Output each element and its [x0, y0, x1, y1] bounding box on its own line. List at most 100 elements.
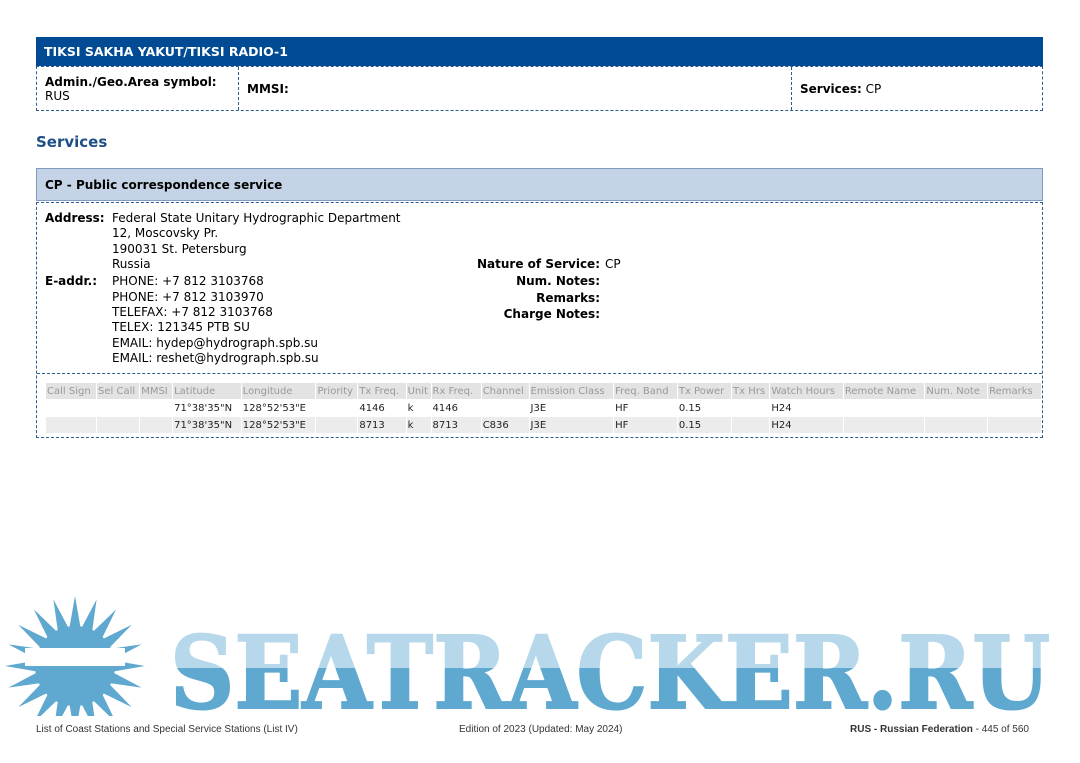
service-title: CP - Public correspondence service: [36, 168, 1043, 201]
table-cell: J3E: [529, 417, 614, 433]
eaddr-label: E-addr.:: [45, 274, 98, 288]
table-cell: 71°38'35"N: [173, 417, 241, 433]
table-cell: [97, 417, 140, 433]
address-label: Address:: [45, 211, 105, 225]
table-cell: [732, 417, 770, 433]
admin-value: RUS: [45, 88, 70, 103]
table-row: 71°38'35"N 128°52'53"E 4146 k 4146 J3E HF 0.15 H…: [46, 400, 1041, 416]
frequency-table: Call Sign Sel Call MMSI Latitude Longitude Pr…: [45, 382, 1042, 434]
sun-ray: [53, 599, 69, 633]
table-cell: 4146: [359, 402, 385, 414]
eaddr-line: EMAIL: reshet@hydrograph.spb.su: [112, 351, 319, 365]
nature-label: Nature of Service:: [477, 257, 600, 271]
table-cell: 0.15: [677, 417, 732, 433]
sun-ray: [108, 672, 142, 688]
seatracker-watermark: SEATRACKER.RU: [5, 596, 1070, 716]
sun-ray: [81, 599, 97, 633]
footer-left: List of Coast Stations and Special Servi…: [36, 724, 298, 735]
column-header: Num. Note: [925, 383, 988, 399]
remarks-label: Remarks:: [536, 291, 600, 305]
table-cell: k: [407, 402, 414, 414]
table-cell: 0.15: [678, 402, 702, 414]
footer-page: - 445 of 560: [972, 724, 1029, 735]
column-header: Tx Hrs: [732, 383, 770, 399]
footer-center: Edition of 2023 (Updated: May 2024): [459, 724, 623, 735]
mmsi-cell: MMSI:: [239, 67, 792, 110]
column-header: Rx Freq.: [431, 383, 481, 399]
column-header: MMSI: [140, 383, 173, 399]
sun-ray: [18, 624, 48, 649]
admin-cell: Admin./Geo.Area symbol: RUS: [37, 67, 239, 110]
column-header: Remote Name: [843, 383, 925, 399]
table-cell: HF: [614, 417, 677, 433]
column-header: Emission Class: [529, 383, 614, 399]
footer-country: RUS - Russian Federation: [850, 724, 973, 735]
services-label: Services:: [800, 81, 862, 96]
table-cell: [988, 400, 1041, 416]
column-header: Latitude: [173, 383, 241, 399]
table-cell: [97, 400, 139, 416]
services-heading: Services: [36, 133, 108, 151]
table-cell: [46, 400, 96, 416]
column-header: Call Sign: [46, 383, 97, 399]
table-cell: [140, 400, 172, 416]
eaddr-line: EMAIL: hydep@hydrograph.spb.su: [112, 336, 318, 350]
table-cell: [843, 417, 925, 433]
footer-right: RUS - Russian Federation - 445 of 560: [850, 724, 1029, 735]
table-cell: 71°38'35"N: [174, 402, 233, 414]
sun-ray: [8, 672, 42, 688]
table-cell: k: [406, 417, 431, 433]
table-cell: [925, 417, 988, 433]
address-line: 12, Moscovsky Pr.: [112, 226, 219, 240]
sun-ray: [69, 596, 81, 629]
eaddr-line: TELEX: 121345 PTB SU: [112, 320, 250, 334]
table-cell: [316, 400, 357, 416]
admin-label: Admin./Geo.Area symbol:: [45, 74, 217, 89]
services-value: CP: [865, 81, 882, 96]
table-cell: [140, 417, 173, 433]
address-line: Russia: [112, 257, 151, 271]
table-cell: 8713: [431, 417, 481, 433]
sun-logo-icon: [5, 596, 145, 716]
sun-ray: [69, 703, 81, 716]
sun-ray: [92, 609, 117, 639]
table-cell: [46, 417, 97, 433]
table-row: 71°38'35"N 128°52'53"E 8713 k 8713 C836 J3E HF 0…: [46, 417, 1041, 433]
station-title: TIKSI SAKHA YAKUT/TIKSI RADIO-1: [36, 37, 1043, 66]
column-header: Longitude: [241, 383, 316, 399]
sun-ray: [102, 624, 132, 649]
column-header: Channel: [481, 383, 529, 399]
column-header: Unit: [406, 383, 431, 399]
table-cell: [732, 400, 769, 416]
column-header: Sel Call: [97, 383, 140, 399]
table-cell: 128°52'53"E: [242, 402, 306, 414]
column-header: Priority: [316, 383, 358, 399]
charge-notes-label: Charge Notes:: [503, 307, 600, 321]
column-header: Watch Hours: [770, 383, 843, 399]
station-info-row: Admin./Geo.Area symbol: RUS MMSI: Servic…: [36, 66, 1043, 111]
sun-ray: [33, 609, 58, 639]
address-line: Federal State Unitary Hydrographic Depar…: [112, 211, 401, 225]
table-cell: 128°52'53"E: [241, 417, 316, 433]
table-cell: [316, 417, 358, 433]
mmsi-label: MMSI:: [247, 81, 289, 96]
services-cell: Services: CP: [792, 67, 1042, 110]
table-cell: H24: [771, 402, 792, 414]
address-line: 190031 St. Petersburg: [112, 242, 247, 256]
table-cell: [925, 400, 987, 416]
table-cell: C836: [481, 417, 529, 433]
table-cell: [844, 400, 925, 416]
table-cell: [482, 400, 529, 416]
sun-ray: [18, 683, 48, 708]
column-header: Remarks: [988, 383, 1041, 399]
table-cell: HF: [615, 402, 629, 414]
eaddr-line: PHONE: +7 812 3103768: [112, 274, 264, 288]
num-notes-label: Num. Notes:: [516, 274, 600, 288]
column-header: Tx Power: [677, 383, 732, 399]
table-cell: [988, 417, 1041, 433]
table-cell: J3E: [530, 402, 547, 414]
sun-ray: [102, 683, 132, 708]
eaddr-line: TELEFAX: +7 812 3103768: [112, 305, 273, 319]
table-cell: 4146: [432, 402, 458, 414]
